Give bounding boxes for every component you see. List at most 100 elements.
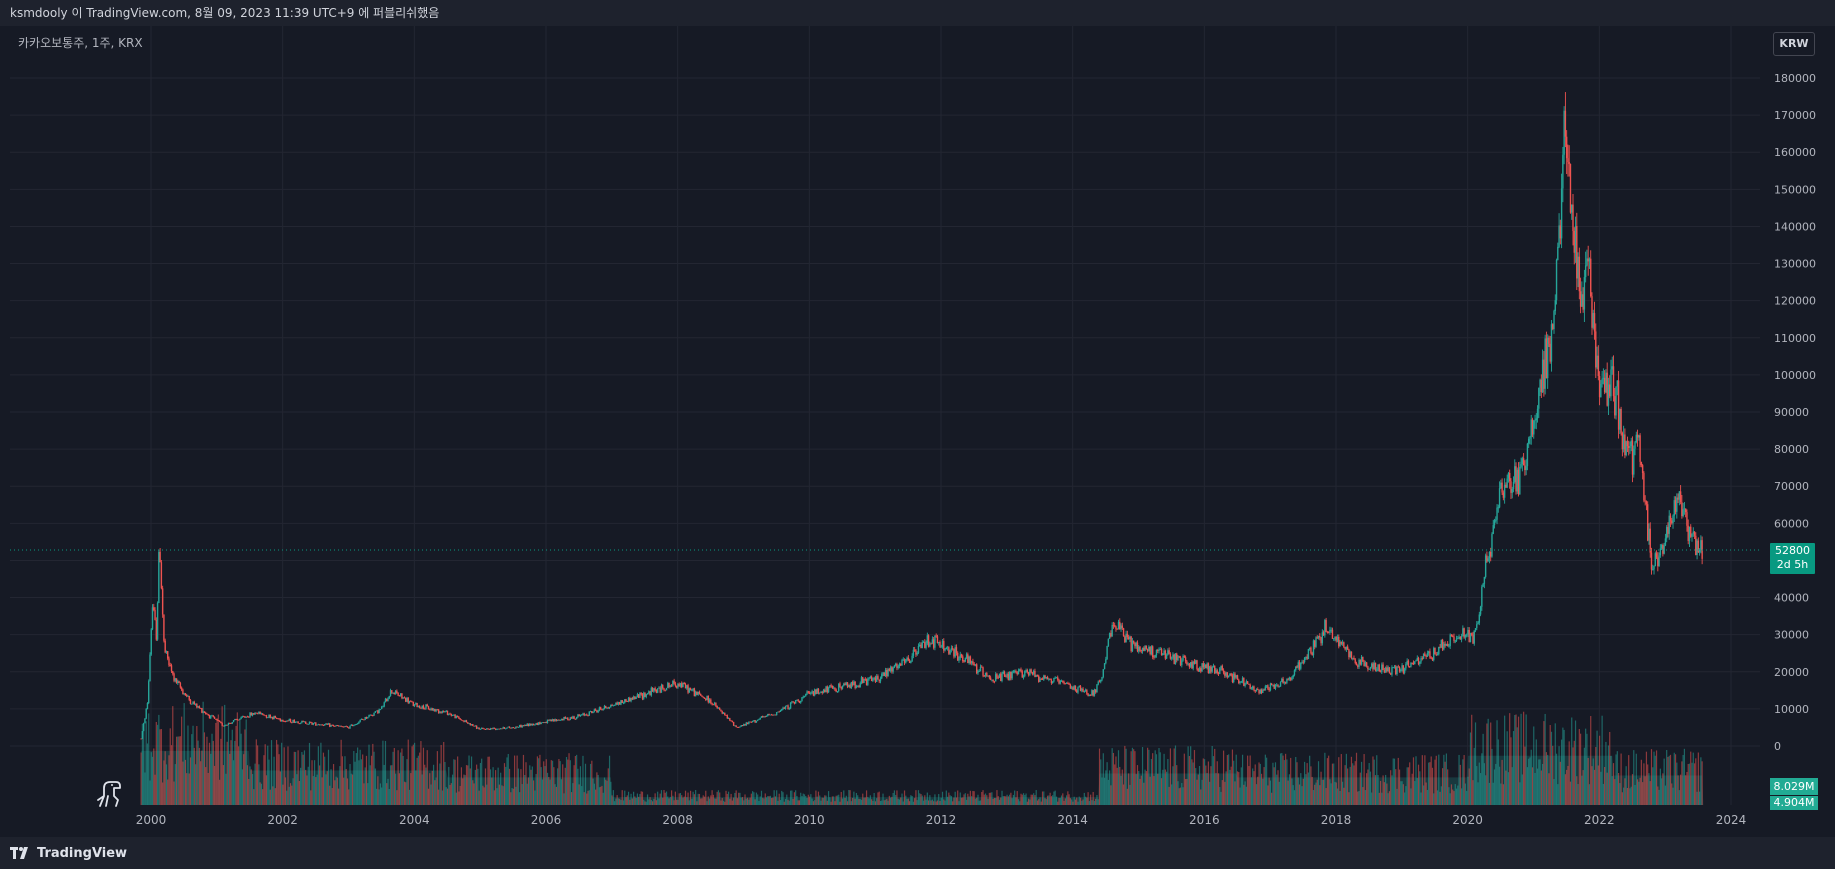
candle-body [703, 697, 706, 699]
volume-bar [767, 796, 769, 805]
volume-bar [225, 773, 227, 805]
candle-body [1340, 641, 1343, 644]
candle-body [207, 714, 209, 716]
candle-body [1121, 625, 1123, 629]
volume-bar [278, 754, 280, 805]
volume-bar [1271, 792, 1273, 805]
candle-body [1298, 662, 1301, 669]
volume-bar [862, 793, 864, 805]
volume-bar [159, 729, 161, 805]
candle-body [846, 682, 849, 688]
candle-body [368, 715, 370, 718]
volume-bar [950, 796, 952, 805]
dinosaur-icon[interactable] [97, 781, 121, 807]
volume-bar [416, 757, 418, 805]
volume-bar [881, 800, 883, 805]
candle-body [587, 715, 589, 717]
volume-bar [893, 790, 896, 805]
volume-bar [1176, 765, 1178, 805]
volume-bar [391, 765, 393, 805]
candle-body [698, 691, 701, 694]
candle-body [291, 722, 293, 724]
volume-bar [291, 785, 293, 805]
candle-body [958, 657, 960, 661]
candle-body [1645, 501, 1648, 505]
candle-body [1074, 685, 1077, 691]
volume-bar [772, 797, 774, 805]
candle-body [673, 680, 675, 684]
volume-bar [1114, 764, 1116, 805]
candle-body [1187, 663, 1189, 665]
price-chart[interactable]: 0100002000030000400005000060000700008000… [0, 26, 1835, 837]
volume-bar [1016, 791, 1018, 805]
candle-body [822, 689, 825, 694]
volume-bar [1549, 725, 1551, 805]
volume-bar [1477, 782, 1479, 805]
volume-bar [1510, 737, 1512, 805]
candle-body [594, 709, 597, 711]
candle-body [1020, 669, 1022, 672]
volume-bar [1497, 739, 1499, 805]
volume-bar [1222, 750, 1225, 805]
volume-bar [1141, 747, 1144, 805]
candle-body [378, 709, 380, 714]
volume-bar [1544, 713, 1546, 805]
candle-body [484, 729, 487, 730]
volume-bar [1159, 752, 1161, 805]
candle-body [1098, 681, 1101, 683]
candle-body [1302, 661, 1305, 663]
volume-bar [1150, 758, 1153, 805]
candle-body [297, 721, 299, 724]
volume-bar [450, 783, 452, 805]
candle-body [737, 727, 740, 728]
volume-bar [1410, 788, 1412, 805]
volume-bar [1006, 794, 1008, 805]
currency-button[interactable]: KRW [1773, 32, 1815, 56]
candle-body [1454, 640, 1456, 642]
volume-bar [1154, 750, 1156, 805]
volume-bar [1683, 748, 1686, 805]
volume-bar [1671, 783, 1673, 805]
volume-bar [515, 786, 517, 805]
volume-bar [582, 755, 584, 805]
volume-bar [514, 755, 516, 805]
candle-body [611, 705, 613, 706]
candle-body [312, 723, 315, 725]
candle-body [261, 713, 264, 715]
candle-body [1606, 372, 1608, 406]
tradingview-logo[interactable]: TradingView [10, 845, 127, 861]
volume-bar [1626, 787, 1629, 805]
candle-body [1249, 684, 1251, 689]
volume-bar [286, 790, 288, 805]
volume-bar [1068, 794, 1070, 805]
candle-body [1400, 669, 1402, 672]
volume-bar [670, 790, 673, 805]
volume-bar [1297, 777, 1299, 805]
volume-bar [382, 740, 384, 805]
volume-bar [1203, 759, 1206, 805]
volume-bar [335, 776, 337, 805]
volume-bar [914, 798, 916, 805]
volume-bar [1262, 778, 1264, 805]
candle-body [380, 706, 383, 710]
candle-body [424, 708, 426, 710]
volume-bar [170, 745, 173, 805]
chart-panel[interactable]: 0100002000030000400005000060000700008000… [0, 26, 1835, 837]
candle-body [574, 718, 577, 720]
volume-bar [606, 780, 608, 805]
candle-body [1643, 473, 1645, 501]
volume-bar [259, 782, 261, 805]
volume-bar [1388, 791, 1391, 805]
tradingview-logo-icon [10, 847, 28, 859]
candle-body [375, 710, 378, 712]
candle-body [535, 722, 537, 725]
volume-bar [1358, 790, 1360, 805]
volume-bar [608, 755, 611, 805]
volume-bar [1673, 752, 1675, 805]
volume-bar [1341, 781, 1344, 805]
candle-body [620, 700, 622, 705]
volume-bar [1153, 776, 1155, 805]
volume-bar [1623, 787, 1625, 805]
volume-bar [1173, 748, 1175, 805]
candle-body [1558, 225, 1560, 247]
